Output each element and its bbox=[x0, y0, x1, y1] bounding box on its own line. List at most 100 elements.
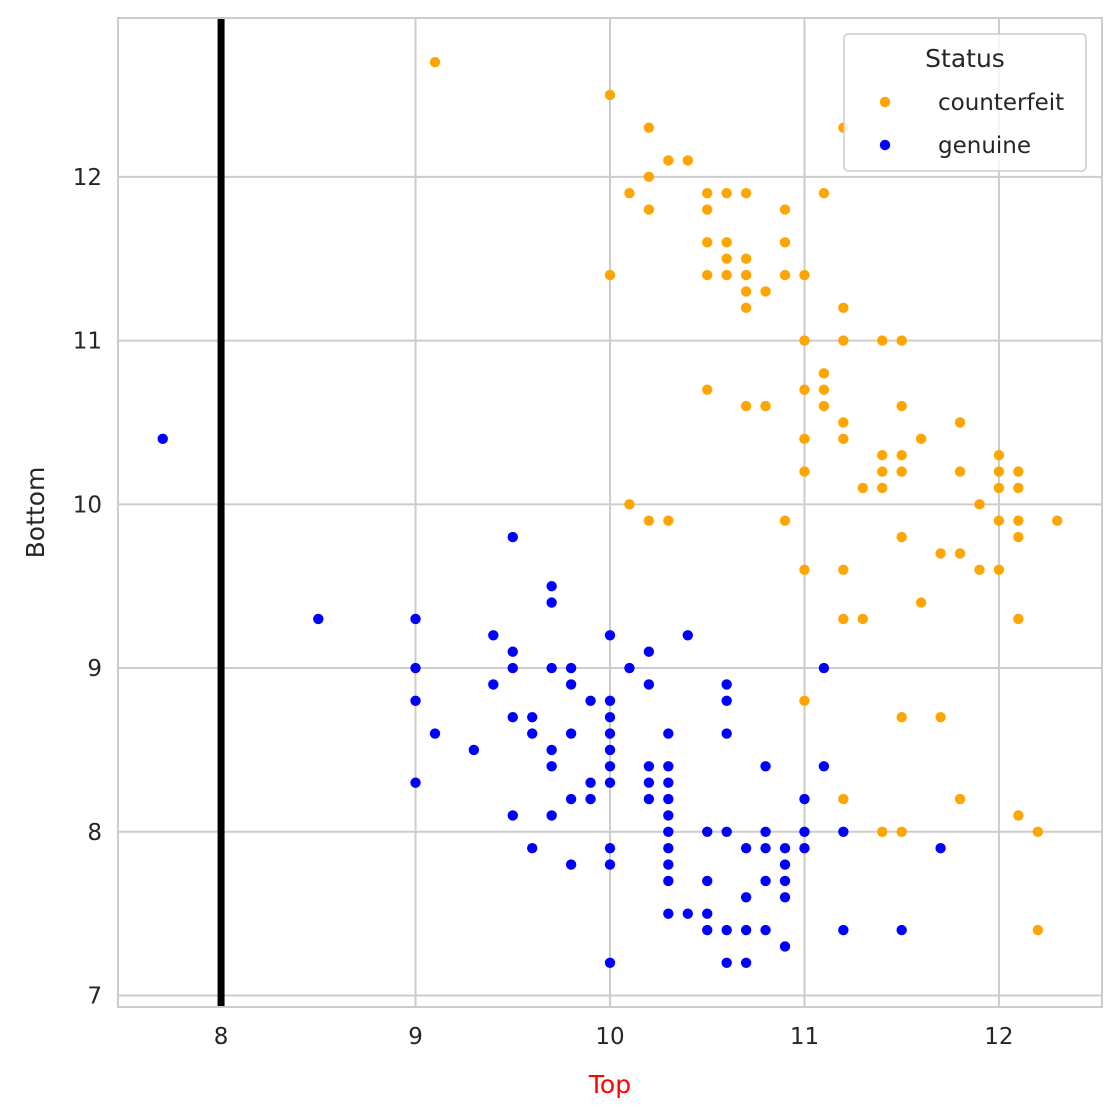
data-point bbox=[157, 433, 168, 445]
data-point bbox=[663, 859, 674, 870]
data-point bbox=[663, 155, 674, 166]
x-tick-label: 11 bbox=[790, 1024, 819, 1050]
data-point bbox=[760, 842, 771, 854]
data-point bbox=[507, 711, 518, 723]
data-point bbox=[604, 777, 616, 788]
data-point bbox=[760, 400, 771, 412]
data-point bbox=[799, 433, 810, 445]
data-point bbox=[527, 842, 538, 854]
data-point bbox=[507, 531, 518, 543]
data-point bbox=[818, 368, 830, 379]
data-point bbox=[721, 253, 732, 264]
data-point bbox=[877, 335, 888, 346]
data-point bbox=[740, 269, 752, 281]
data-point bbox=[896, 711, 907, 723]
data-point bbox=[643, 679, 655, 690]
data-point bbox=[779, 875, 791, 887]
data-point bbox=[799, 269, 810, 281]
data-point bbox=[993, 482, 1005, 494]
data-point bbox=[954, 417, 966, 428]
data-point bbox=[896, 335, 907, 346]
x-tick-label: 12 bbox=[984, 1024, 1013, 1050]
data-point bbox=[799, 335, 810, 346]
data-point bbox=[468, 744, 480, 756]
data-point bbox=[799, 695, 810, 707]
data-point bbox=[896, 924, 907, 936]
data-point bbox=[779, 892, 791, 903]
data-point bbox=[663, 728, 674, 739]
y-tick-label: 12 bbox=[73, 165, 102, 191]
data-point bbox=[760, 875, 771, 887]
data-point bbox=[974, 499, 985, 510]
data-points bbox=[157, 57, 1063, 968]
data-point bbox=[410, 777, 421, 788]
data-point bbox=[682, 155, 693, 166]
data-point bbox=[740, 302, 752, 314]
data-point bbox=[546, 597, 557, 608]
data-point bbox=[838, 613, 849, 625]
data-point bbox=[663, 761, 674, 772]
data-point bbox=[604, 89, 616, 101]
data-point bbox=[799, 793, 810, 805]
data-point bbox=[702, 237, 713, 248]
data-point bbox=[896, 466, 907, 477]
data-point bbox=[663, 515, 674, 526]
data-point bbox=[410, 613, 421, 625]
legend-marker bbox=[879, 139, 891, 151]
data-point bbox=[507, 662, 518, 674]
data-point bbox=[1013, 482, 1024, 494]
series-counterfeit bbox=[429, 57, 1063, 936]
data-point bbox=[857, 613, 869, 625]
data-point bbox=[585, 777, 596, 788]
x-tick-label: 9 bbox=[408, 1024, 423, 1050]
data-point bbox=[993, 449, 1005, 461]
data-point bbox=[838, 302, 849, 314]
data-point bbox=[313, 613, 324, 625]
data-point bbox=[604, 695, 616, 707]
data-point bbox=[838, 417, 849, 428]
data-point bbox=[624, 662, 635, 674]
data-point bbox=[604, 859, 616, 870]
data-point bbox=[721, 679, 732, 690]
data-point bbox=[857, 482, 869, 494]
data-point bbox=[643, 171, 655, 183]
data-point bbox=[799, 826, 810, 837]
data-point bbox=[740, 842, 752, 854]
data-point bbox=[779, 859, 791, 870]
data-point bbox=[779, 204, 791, 215]
data-point bbox=[740, 253, 752, 264]
data-point bbox=[974, 564, 985, 576]
data-point bbox=[799, 384, 810, 395]
data-point bbox=[565, 793, 577, 805]
data-point bbox=[546, 662, 557, 674]
data-point bbox=[818, 761, 830, 772]
data-point bbox=[604, 269, 616, 281]
data-point bbox=[760, 286, 771, 297]
data-point bbox=[779, 269, 791, 281]
data-point bbox=[721, 188, 732, 199]
data-point bbox=[604, 957, 616, 968]
y-tick-label: 7 bbox=[87, 984, 102, 1010]
data-point bbox=[702, 826, 713, 837]
legend-label: genuine bbox=[938, 133, 1031, 159]
x-tick-label: 8 bbox=[214, 1024, 229, 1050]
legend-box bbox=[843, 33, 1087, 172]
data-point bbox=[663, 777, 674, 788]
data-point bbox=[721, 695, 732, 707]
data-point bbox=[760, 924, 771, 936]
data-point bbox=[935, 842, 946, 854]
data-point bbox=[488, 630, 499, 641]
data-point bbox=[799, 466, 810, 477]
data-point bbox=[663, 793, 674, 805]
legend-marker bbox=[879, 96, 891, 108]
y-tick-labels: 7 8 9 10 11 12 bbox=[73, 165, 102, 1010]
grid-lines bbox=[118, 18, 1102, 1007]
data-point bbox=[663, 810, 674, 821]
data-point bbox=[1013, 515, 1024, 526]
data-point bbox=[702, 875, 713, 887]
data-point bbox=[1032, 924, 1044, 936]
data-point bbox=[1013, 531, 1024, 543]
y-tick-label: 10 bbox=[73, 492, 102, 518]
data-point bbox=[721, 269, 732, 281]
